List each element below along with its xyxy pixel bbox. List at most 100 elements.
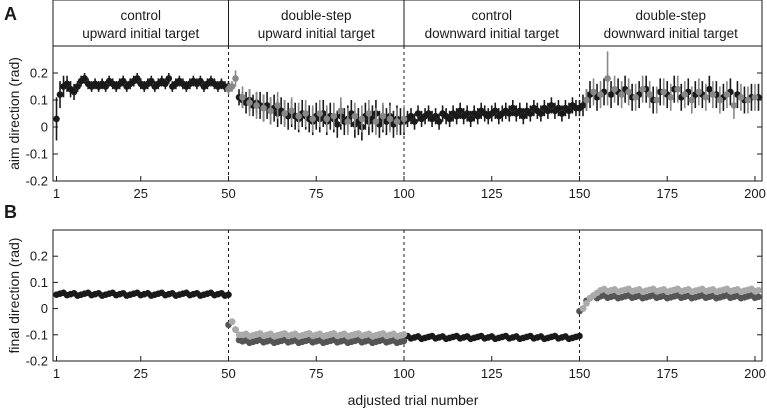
y-tick-label: 0 [41, 301, 48, 316]
data-point [232, 326, 239, 333]
data-point [607, 91, 615, 98]
data-point [400, 115, 408, 123]
data-point [334, 121, 341, 128]
data-point [323, 115, 331, 123]
data-point [393, 118, 401, 125]
data-point [653, 96, 661, 104]
data-point [232, 75, 239, 82]
segment-label-line1: double-step [281, 8, 352, 23]
data-point [467, 115, 474, 123]
segment-label-line1: double-step [635, 8, 706, 23]
y-tick-label: -0.1 [26, 327, 48, 342]
segment-label-line2: upward initial target [82, 26, 199, 41]
data-point [379, 112, 387, 120]
data-point [667, 94, 675, 101]
x-tick-label: 50 [221, 366, 235, 381]
data-point [723, 91, 731, 98]
x-tick-label: 25 [134, 366, 148, 381]
data-point [618, 91, 625, 98]
segment-label-line2: downward initial target [604, 26, 739, 41]
data-point [372, 118, 380, 125]
data-point [162, 80, 169, 88]
data-point [611, 85, 618, 93]
data-point [344, 118, 352, 125]
x-axis-label: adjusted trial number [348, 392, 479, 408]
data-point [730, 102, 738, 109]
segment-label-line2: downward initial target [425, 26, 560, 41]
x-tick-label: 175 [656, 186, 678, 201]
data-point [309, 115, 317, 123]
x-tick-label: 100 [393, 366, 415, 381]
data-point [548, 102, 555, 109]
data-point [239, 94, 246, 101]
data-point [632, 94, 639, 101]
data-point [505, 110, 513, 117]
data-point [453, 112, 460, 120]
data-point [646, 91, 653, 98]
data-point [425, 110, 432, 117]
data-point [165, 75, 173, 82]
data-point [358, 115, 366, 123]
data-point [70, 88, 78, 96]
data-point [716, 96, 724, 104]
x-tick-label: 75 [309, 186, 323, 201]
data-point [386, 115, 394, 123]
data-point [246, 99, 253, 106]
data-point [456, 107, 464, 115]
x-tick-label: 1 [53, 366, 60, 381]
data-point [228, 83, 236, 90]
data-point [53, 115, 60, 123]
data-point [579, 305, 587, 312]
data-marks [53, 51, 762, 141]
segment-label-line2: upward initial target [258, 26, 375, 41]
y-axis-label: aim direction (rad) [6, 57, 22, 170]
data-point [463, 110, 471, 117]
data-point [555, 104, 562, 112]
data-point [558, 110, 566, 117]
x-tick-label: 200 [744, 366, 766, 381]
plot-frame [52, 229, 763, 362]
plot-frame [52, 0, 763, 182]
data-point [295, 112, 302, 120]
data-point [411, 118, 418, 125]
data-point [432, 112, 439, 120]
data-point [351, 112, 359, 120]
y-axis-label: final direction (rad) [6, 238, 22, 354]
data-point [695, 88, 703, 96]
data-point [737, 94, 745, 101]
data-point [625, 88, 632, 96]
data-point [674, 85, 682, 93]
data-marks [53, 285, 762, 347]
data-point [706, 85, 713, 93]
data-point [537, 110, 545, 117]
data-point [225, 291, 232, 298]
data-point [228, 318, 236, 326]
data-point [302, 110, 310, 117]
data-point [604, 75, 611, 82]
data-point [260, 104, 267, 112]
data-point [147, 77, 155, 85]
data-point [414, 110, 422, 117]
data-point [660, 88, 668, 96]
data-point [579, 102, 587, 109]
x-tick-label: 150 [569, 366, 591, 381]
data-point [400, 331, 408, 338]
x-tick-label: 150 [569, 186, 591, 201]
data-point [435, 118, 443, 125]
data-point [755, 293, 762, 301]
data-point [337, 107, 345, 115]
data-point [407, 112, 415, 120]
data-point [681, 91, 689, 98]
data-point [81, 75, 88, 82]
data-point [744, 96, 752, 104]
data-point [281, 110, 288, 117]
x-tick-label: 125 [481, 186, 503, 201]
data-point [474, 112, 481, 120]
panel-letter: B [4, 202, 17, 222]
y-tick-label: -0.2 [26, 174, 48, 189]
data-point [102, 83, 109, 90]
data-point [583, 96, 590, 104]
data-point [491, 107, 499, 115]
